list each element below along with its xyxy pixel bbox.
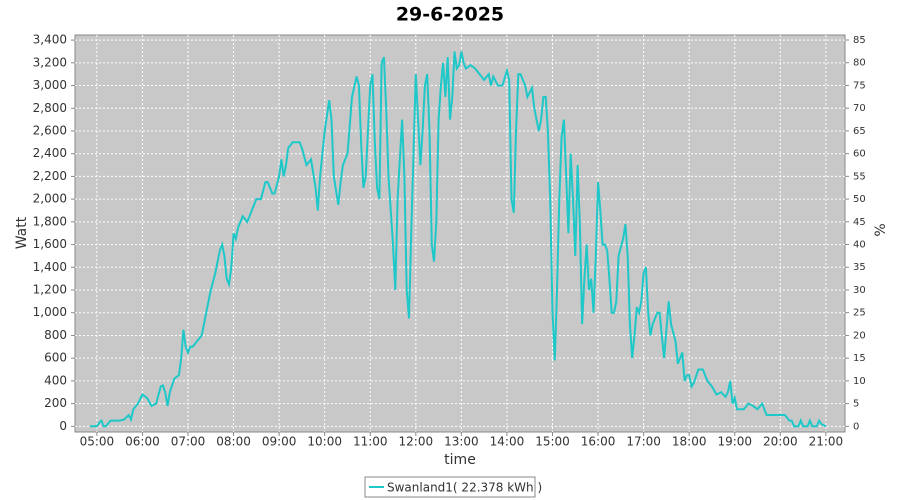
- y-tick-label: 2,200: [33, 169, 67, 183]
- y2-tick-label: 45: [853, 217, 866, 228]
- y-tick-label: 2,000: [33, 192, 67, 206]
- y-tick-label: 3,200: [33, 55, 67, 69]
- chart-title: 29-6-2025: [396, 4, 504, 26]
- y-tick-label: 1,800: [33, 214, 67, 228]
- x-tick-label: 18:00: [672, 435, 707, 449]
- y2-tick-label: 70: [853, 103, 866, 114]
- y-tick-label: 1,400: [33, 260, 67, 274]
- legend: [364, 476, 536, 498]
- x-tick-label: 15:00: [535, 435, 570, 449]
- x-tick-label: 13:00: [444, 435, 479, 449]
- y-tick-label: 0: [59, 419, 67, 433]
- y-axis-label: Watt: [14, 216, 30, 249]
- y2-tick-label: 10: [853, 376, 866, 387]
- y-tick-label: 3,000: [33, 78, 67, 92]
- x-tick-label: 09:00: [262, 435, 297, 449]
- y2-tick-label: 25: [853, 308, 866, 319]
- y2-tick-label: 35: [853, 262, 866, 273]
- y-tick-label: 2,600: [33, 123, 67, 137]
- y2-tick-label: 20: [853, 330, 866, 341]
- y-tick-label: 2,400: [33, 146, 67, 160]
- y2-tick-label: 40: [853, 240, 866, 251]
- y2-tick-label: 15: [853, 353, 866, 364]
- y2-tick-label: 75: [853, 80, 866, 91]
- y2-tick-label: 60: [853, 149, 866, 160]
- x-tick-label: 20:00: [763, 435, 798, 449]
- x-tick-label: 10:00: [307, 435, 342, 449]
- y2-axis-label: %: [873, 223, 889, 236]
- y-tick-label: 1,200: [33, 283, 67, 297]
- y-tick-label: 3,400: [33, 33, 67, 47]
- x-tick-label: 11:00: [353, 435, 388, 449]
- x-tick-label: 21:00: [809, 435, 844, 449]
- x-tick-label: 06:00: [125, 435, 160, 449]
- y2-tick-label: 85: [853, 35, 866, 46]
- y2-tick-label: 0: [853, 421, 859, 432]
- plot-area: [74, 34, 846, 433]
- x-tick-label: 08:00: [216, 435, 251, 449]
- x-tick-label: 12:00: [399, 435, 434, 449]
- y-tick-label: 1,600: [33, 237, 67, 251]
- x-tick-label: 05:00: [80, 435, 115, 449]
- y2-tick-label: 80: [853, 58, 866, 69]
- y2-tick-label: 65: [853, 126, 866, 137]
- y-tick-label: 200: [44, 396, 67, 410]
- x-tick-label: 16:00: [581, 435, 616, 449]
- y2-tick-label: 30: [853, 285, 866, 296]
- y-tick-label: 2,800: [33, 101, 67, 115]
- x-axis-label: time: [444, 452, 476, 468]
- y2-tick-label: 50: [853, 194, 866, 205]
- y2-tick-label: 5: [853, 399, 859, 410]
- y2-tick-label: 55: [853, 171, 866, 182]
- x-tick-label: 14:00: [490, 435, 525, 449]
- data-line: [90, 51, 827, 428]
- legend-label: Swanland1( 22.378 kWh ): [387, 481, 542, 495]
- y-tick-label: 400: [44, 373, 67, 387]
- x-tick-label: 17:00: [626, 435, 661, 449]
- y-tick-label: 600: [44, 351, 67, 365]
- x-tick-label: 19:00: [717, 435, 752, 449]
- y-tick-label: 800: [44, 328, 67, 342]
- x-tick-label: 07:00: [171, 435, 206, 449]
- y-tick-label: 1,000: [33, 305, 67, 319]
